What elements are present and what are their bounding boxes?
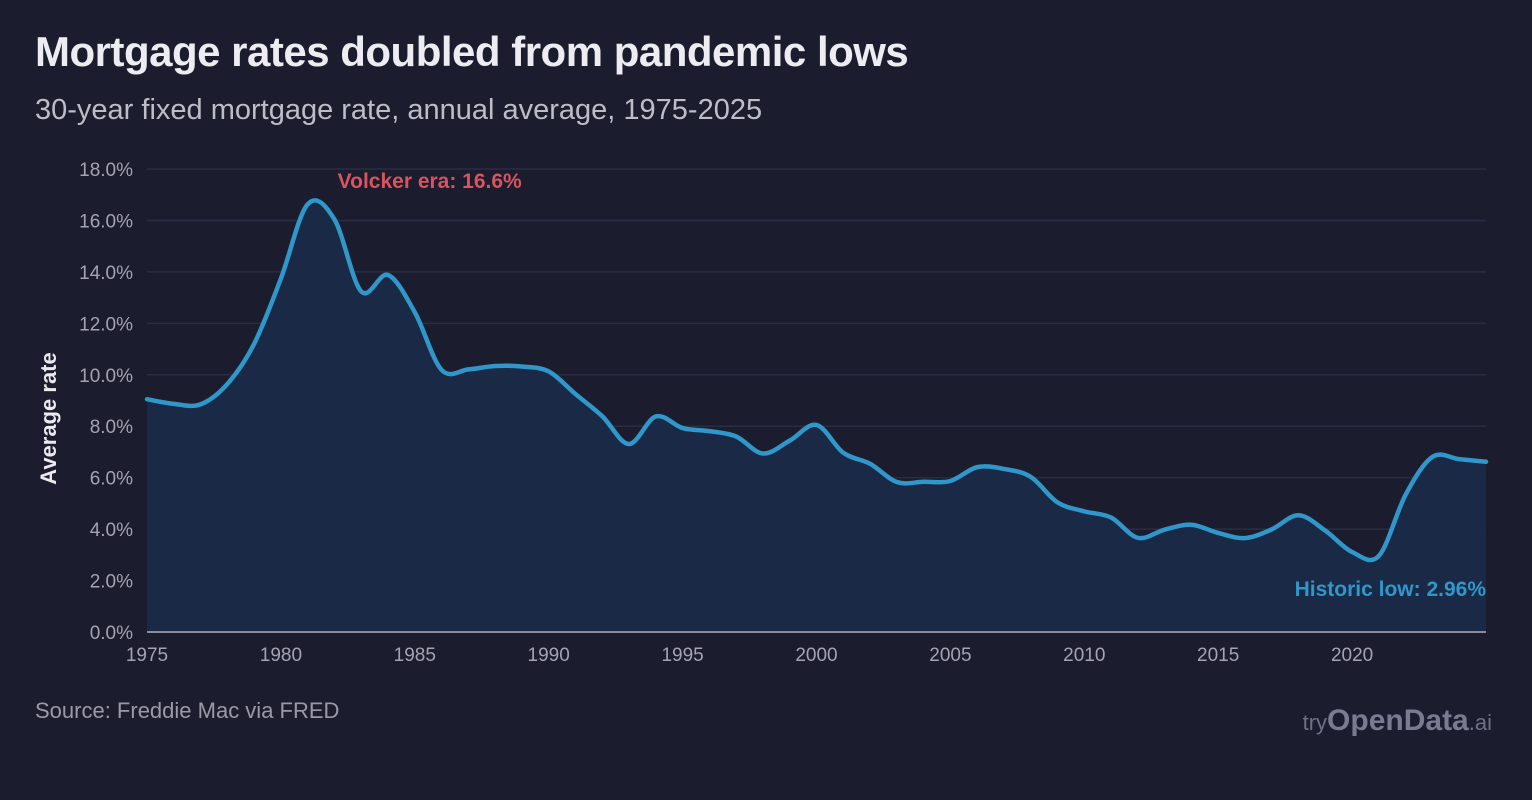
data-point [1163,528,1167,532]
data-point [1189,523,1193,527]
data-point [627,442,631,446]
data-point [172,402,176,406]
data-point [573,392,577,396]
brand-logo: tryOpenData.ai [1303,704,1492,738]
series-area-fill [147,200,1486,632]
data-point [225,382,229,386]
data-point [1350,550,1354,554]
data-point [145,397,149,401]
data-point [922,480,926,484]
data-point [1377,554,1381,558]
data-point [1297,513,1301,517]
data-point [1457,457,1461,461]
y-axis-label: Average rate [36,352,61,484]
data-point [413,310,417,314]
data-point [252,342,256,346]
data-point [734,435,738,439]
data-point [386,273,390,277]
x-tick-label: 2015 [1197,645,1239,666]
series-line [144,198,1489,563]
data-point [1270,527,1274,531]
data-point [466,367,470,371]
data-point [1243,536,1247,540]
y-tick-label: 12.0% [79,314,133,335]
data-point [440,368,444,372]
data-point [1136,536,1140,540]
brand-main: OpenData [1327,704,1469,737]
chart-subtitle: 30-year fixed mortgage rate, annual aver… [35,94,763,126]
historic-low-annotation: Historic low: 2.96% [1295,578,1487,601]
data-point [654,414,658,418]
data-point [1323,529,1327,533]
data-point [815,423,819,427]
data-point [895,480,899,484]
data-point [841,451,845,455]
y-tick-label: 18.0% [79,160,133,181]
data-point [199,402,203,406]
data-point [1056,500,1060,504]
x-tick-label: 2005 [929,645,971,666]
y-tick-label: 14.0% [79,263,133,284]
y-tick-label: 16.0% [79,211,133,232]
data-point [788,439,792,443]
data-point [1216,531,1220,535]
x-tick-label: 1990 [528,645,570,666]
x-tick-label: 1995 [661,645,703,666]
data-point [1404,493,1408,497]
data-point [279,277,283,281]
source-note: Source: Freddie Mac via FRED [35,698,340,723]
data-point [1002,467,1006,471]
x-tick-label: 2000 [795,645,837,666]
data-point [600,414,604,418]
y-tick-label: 2.0% [90,572,133,593]
y-tick-label: 8.0% [90,417,133,438]
data-point [520,365,524,369]
chart-title: Mortgage rates doubled from pandemic low… [35,28,909,75]
data-point [868,462,872,466]
data-point [761,451,765,455]
brand-prefix: try [1302,710,1328,735]
data-point [1082,509,1086,513]
volcker-annotation: Volcker era: 16.6% [338,170,522,193]
x-tick-label: 1980 [260,645,302,666]
data-point [1484,460,1488,464]
data-point [948,479,952,483]
data-point [707,429,711,433]
data-point [332,217,336,221]
data-point [359,289,363,293]
brand-suffix: .ai [1468,710,1492,735]
data-point [1029,475,1033,479]
data-point [493,364,497,368]
data-point [1430,455,1434,459]
y-tick-label: 6.0% [90,469,133,490]
data-point [681,426,685,430]
x-tick-label: 1975 [126,645,168,666]
x-tick-label: 2020 [1331,645,1373,666]
y-tick-label: 10.0% [79,366,133,387]
data-point [306,202,310,206]
y-tick-label: 4.0% [90,520,133,541]
data-point [975,465,979,469]
x-tick-label: 2010 [1063,645,1105,666]
data-point [547,369,551,373]
y-tick-label: 0.0% [90,623,133,644]
data-point [1109,516,1113,520]
x-tick-label: 1985 [394,645,436,666]
